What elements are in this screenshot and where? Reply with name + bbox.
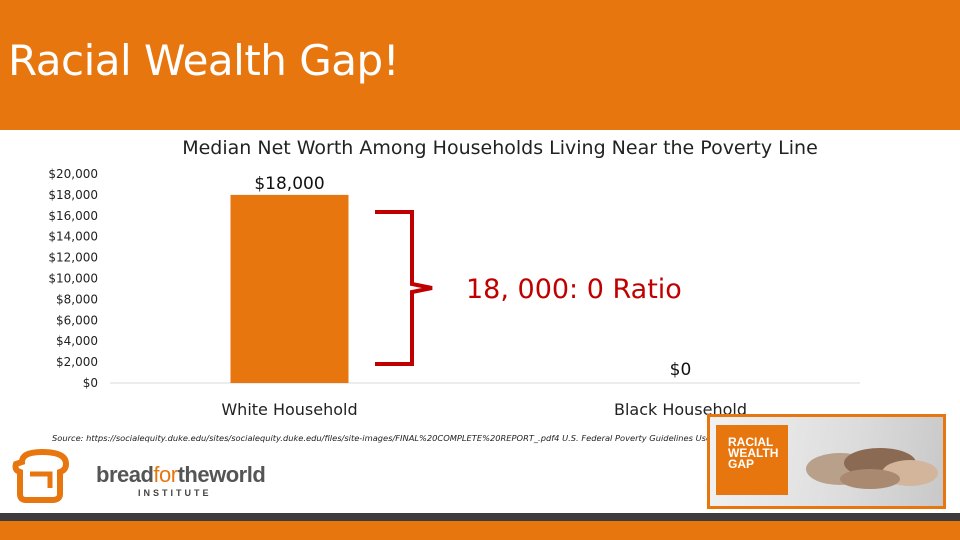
thumbnail-line-1: RACIAL (728, 435, 774, 449)
y-tick-label: $0 (83, 376, 98, 390)
bread-logo-icon (12, 448, 70, 503)
footer-dark-bar (0, 513, 960, 521)
chart-title: Median Net Worth Among Households Living… (182, 137, 818, 159)
x-category-label: White Household (221, 400, 357, 419)
data-label-1: $18,000 (254, 174, 324, 194)
y-tick-label: $2,000 (56, 355, 98, 369)
bread-for-the-world-logo: breadfortheworld INSTITUTE (12, 448, 266, 508)
y-tick-label: $14,000 (48, 230, 98, 244)
y-tick-label: $10,000 (48, 272, 98, 286)
logo-wordmark: breadfortheworld (96, 462, 266, 487)
y-tick-label: $8,000 (56, 292, 98, 306)
thumbnail-label-box: RACIAL WEALTH GAP (716, 425, 788, 495)
title-banner: Racial Wealth Gap! (0, 0, 960, 130)
y-tick-label: $12,000 (48, 251, 98, 265)
y-tick-label: $16,000 (48, 209, 98, 223)
joined-hands-icon (806, 448, 938, 489)
bar-1 (230, 194, 349, 383)
source-citation: Source: https://socialequity.duke.edu/si… (52, 433, 717, 443)
y-tick-label: $18,000 (48, 188, 98, 202)
ratio-callout: 18, 000: 0 Ratio (466, 274, 682, 305)
y-tick-label: $4,000 (56, 334, 98, 348)
y-tick-label: $6,000 (56, 313, 98, 327)
thumbnail-line-2: WEALTH (728, 446, 779, 460)
logo-subtitle: INSTITUTE (138, 488, 212, 498)
footer-orange-bar (0, 521, 960, 540)
slide-title: Racial Wealth Gap! (8, 36, 400, 85)
ratio-bracket (375, 210, 433, 366)
racial-wealth-gap-thumbnail: RACIAL WEALTH GAP (707, 414, 946, 509)
y-tick-label: $20,000 (48, 167, 98, 181)
data-label-2: $0 (670, 360, 692, 380)
thumbnail-line-3: GAP (728, 457, 755, 471)
